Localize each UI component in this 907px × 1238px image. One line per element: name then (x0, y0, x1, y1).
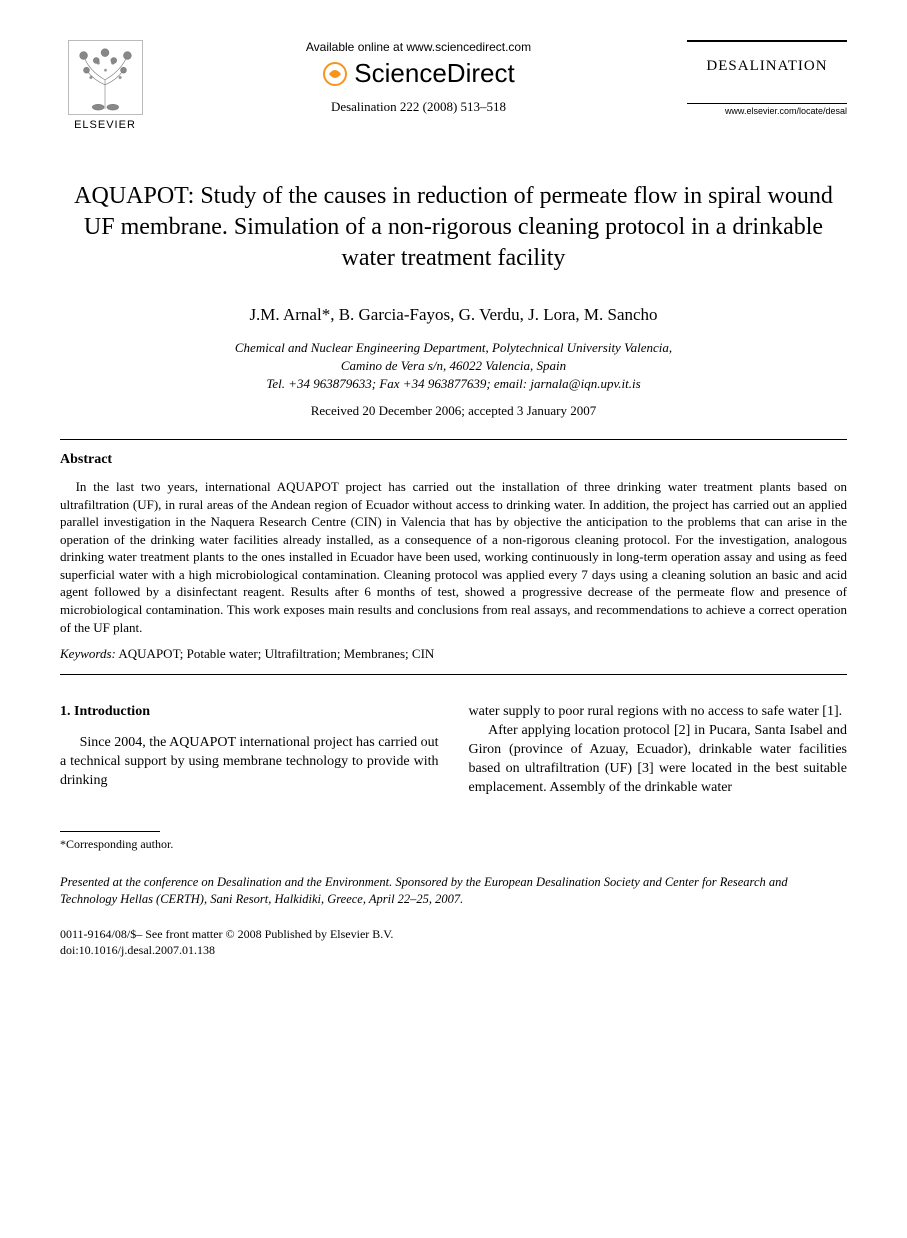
sciencedirect-logo: ScienceDirect (170, 58, 667, 89)
sciencedirect-icon (322, 61, 348, 87)
body-columns: 1. Introduction Since 2004, the AQUAPOT … (60, 703, 847, 852)
affiliation-line1: Chemical and Nuclear Engineering Departm… (60, 339, 847, 357)
rule-below-abstract (60, 674, 847, 675)
affiliation: Chemical and Nuclear Engineering Departm… (60, 339, 847, 394)
abstract-text: In the last two years, international AQU… (60, 478, 847, 636)
affiliation-line2: Camino de Vera s/n, 46022 Valencia, Spai… (60, 357, 847, 375)
authors-list: J.M. Arnal*, B. Garcia-Fayos, G. Verdu, … (60, 305, 847, 325)
keywords-line: Keywords: AQUAPOT; Potable water; Ultraf… (60, 646, 847, 662)
publisher-logo-block: ELSEVIER (60, 40, 150, 131)
header-row: ELSEVIER Available online at www.science… (60, 40, 847, 131)
header-center: Available online at www.sciencedirect.co… (150, 40, 687, 115)
intro-para-1-left: Since 2004, the AQUAPOT international pr… (60, 734, 439, 791)
article-dates: Received 20 December 2006; accepted 3 Ja… (60, 403, 847, 419)
journal-top-rule (687, 40, 847, 42)
footer: 0011-9164/08/$– See front matter © 2008 … (60, 926, 847, 960)
citation-text: Desalination 222 (2008) 513–518 (170, 99, 667, 115)
column-right: water supply to poor rural regions with … (469, 703, 848, 852)
journal-block: DESALINATION www.elsevier.com/locate/des… (687, 40, 847, 116)
article-title: AQUAPOT: Study of the causes in reductio… (70, 181, 837, 275)
intro-heading: 1. Introduction (60, 703, 439, 722)
journal-url: www.elsevier.com/locate/desal (687, 106, 847, 116)
intro-para-1-right: water supply to poor rural regions with … (469, 703, 848, 722)
copyright-line: 0011-9164/08/$– See front matter © 2008 … (60, 926, 847, 943)
keywords-label: Keywords: (60, 646, 116, 661)
sciencedirect-text: ScienceDirect (354, 58, 514, 89)
publisher-label: ELSEVIER (60, 119, 150, 131)
journal-name: DESALINATION (687, 58, 847, 75)
affiliation-line3: Tel. +34 963879633; Fax +34 963877639; e… (60, 375, 847, 393)
elsevier-tree-icon (68, 40, 143, 115)
rule-above-abstract (60, 439, 847, 440)
corresponding-rule (60, 831, 160, 832)
available-online-text: Available online at www.sciencedirect.co… (170, 40, 667, 54)
conference-note: Presented at the conference on Desalinat… (60, 874, 847, 908)
keywords-values: AQUAPOT; Potable water; Ultrafiltration;… (116, 646, 434, 661)
intro-para-2: After applying location protocol [2] in … (469, 722, 848, 798)
abstract-heading: Abstract (60, 452, 847, 468)
corresponding-author-note: *Corresponding author. (60, 836, 439, 852)
journal-bottom-rule (687, 103, 847, 104)
column-left: 1. Introduction Since 2004, the AQUAPOT … (60, 703, 439, 852)
doi-line: doi:10.1016/j.desal.2007.01.138 (60, 942, 847, 959)
